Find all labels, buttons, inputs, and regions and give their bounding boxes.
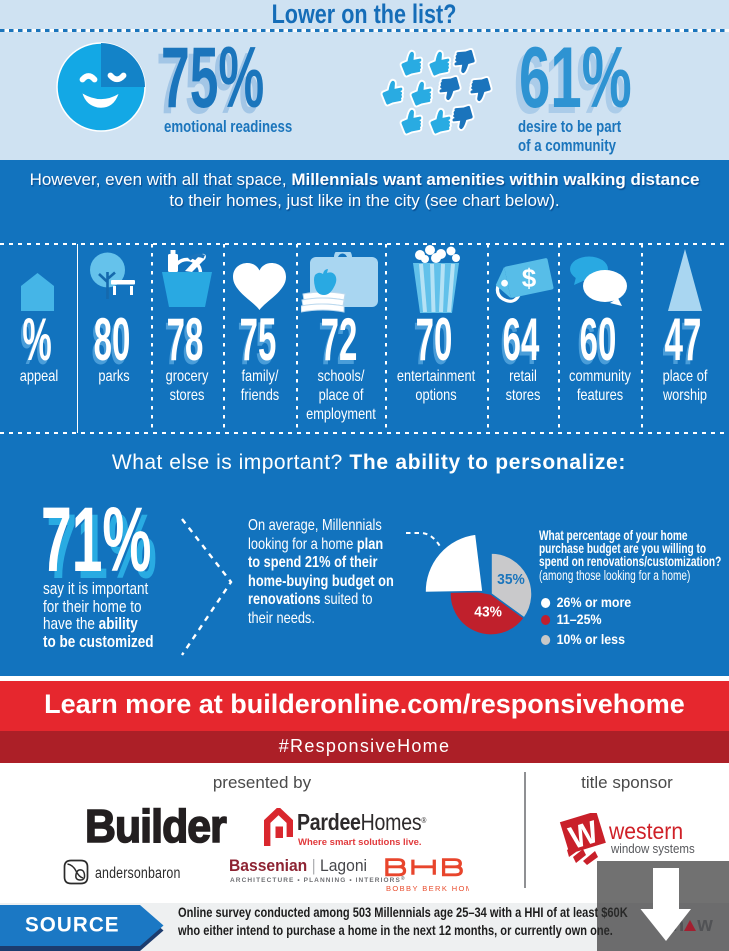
svg-text:BOBBY BERK HOME: BOBBY BERK HOME [386,884,469,893]
svg-text:SOURCE: SOURCE [25,913,120,936]
svg-text:43%: 43% [474,604,502,621]
svg-text:35%: 35% [497,572,525,589]
svg-text:$: $ [522,263,537,293]
